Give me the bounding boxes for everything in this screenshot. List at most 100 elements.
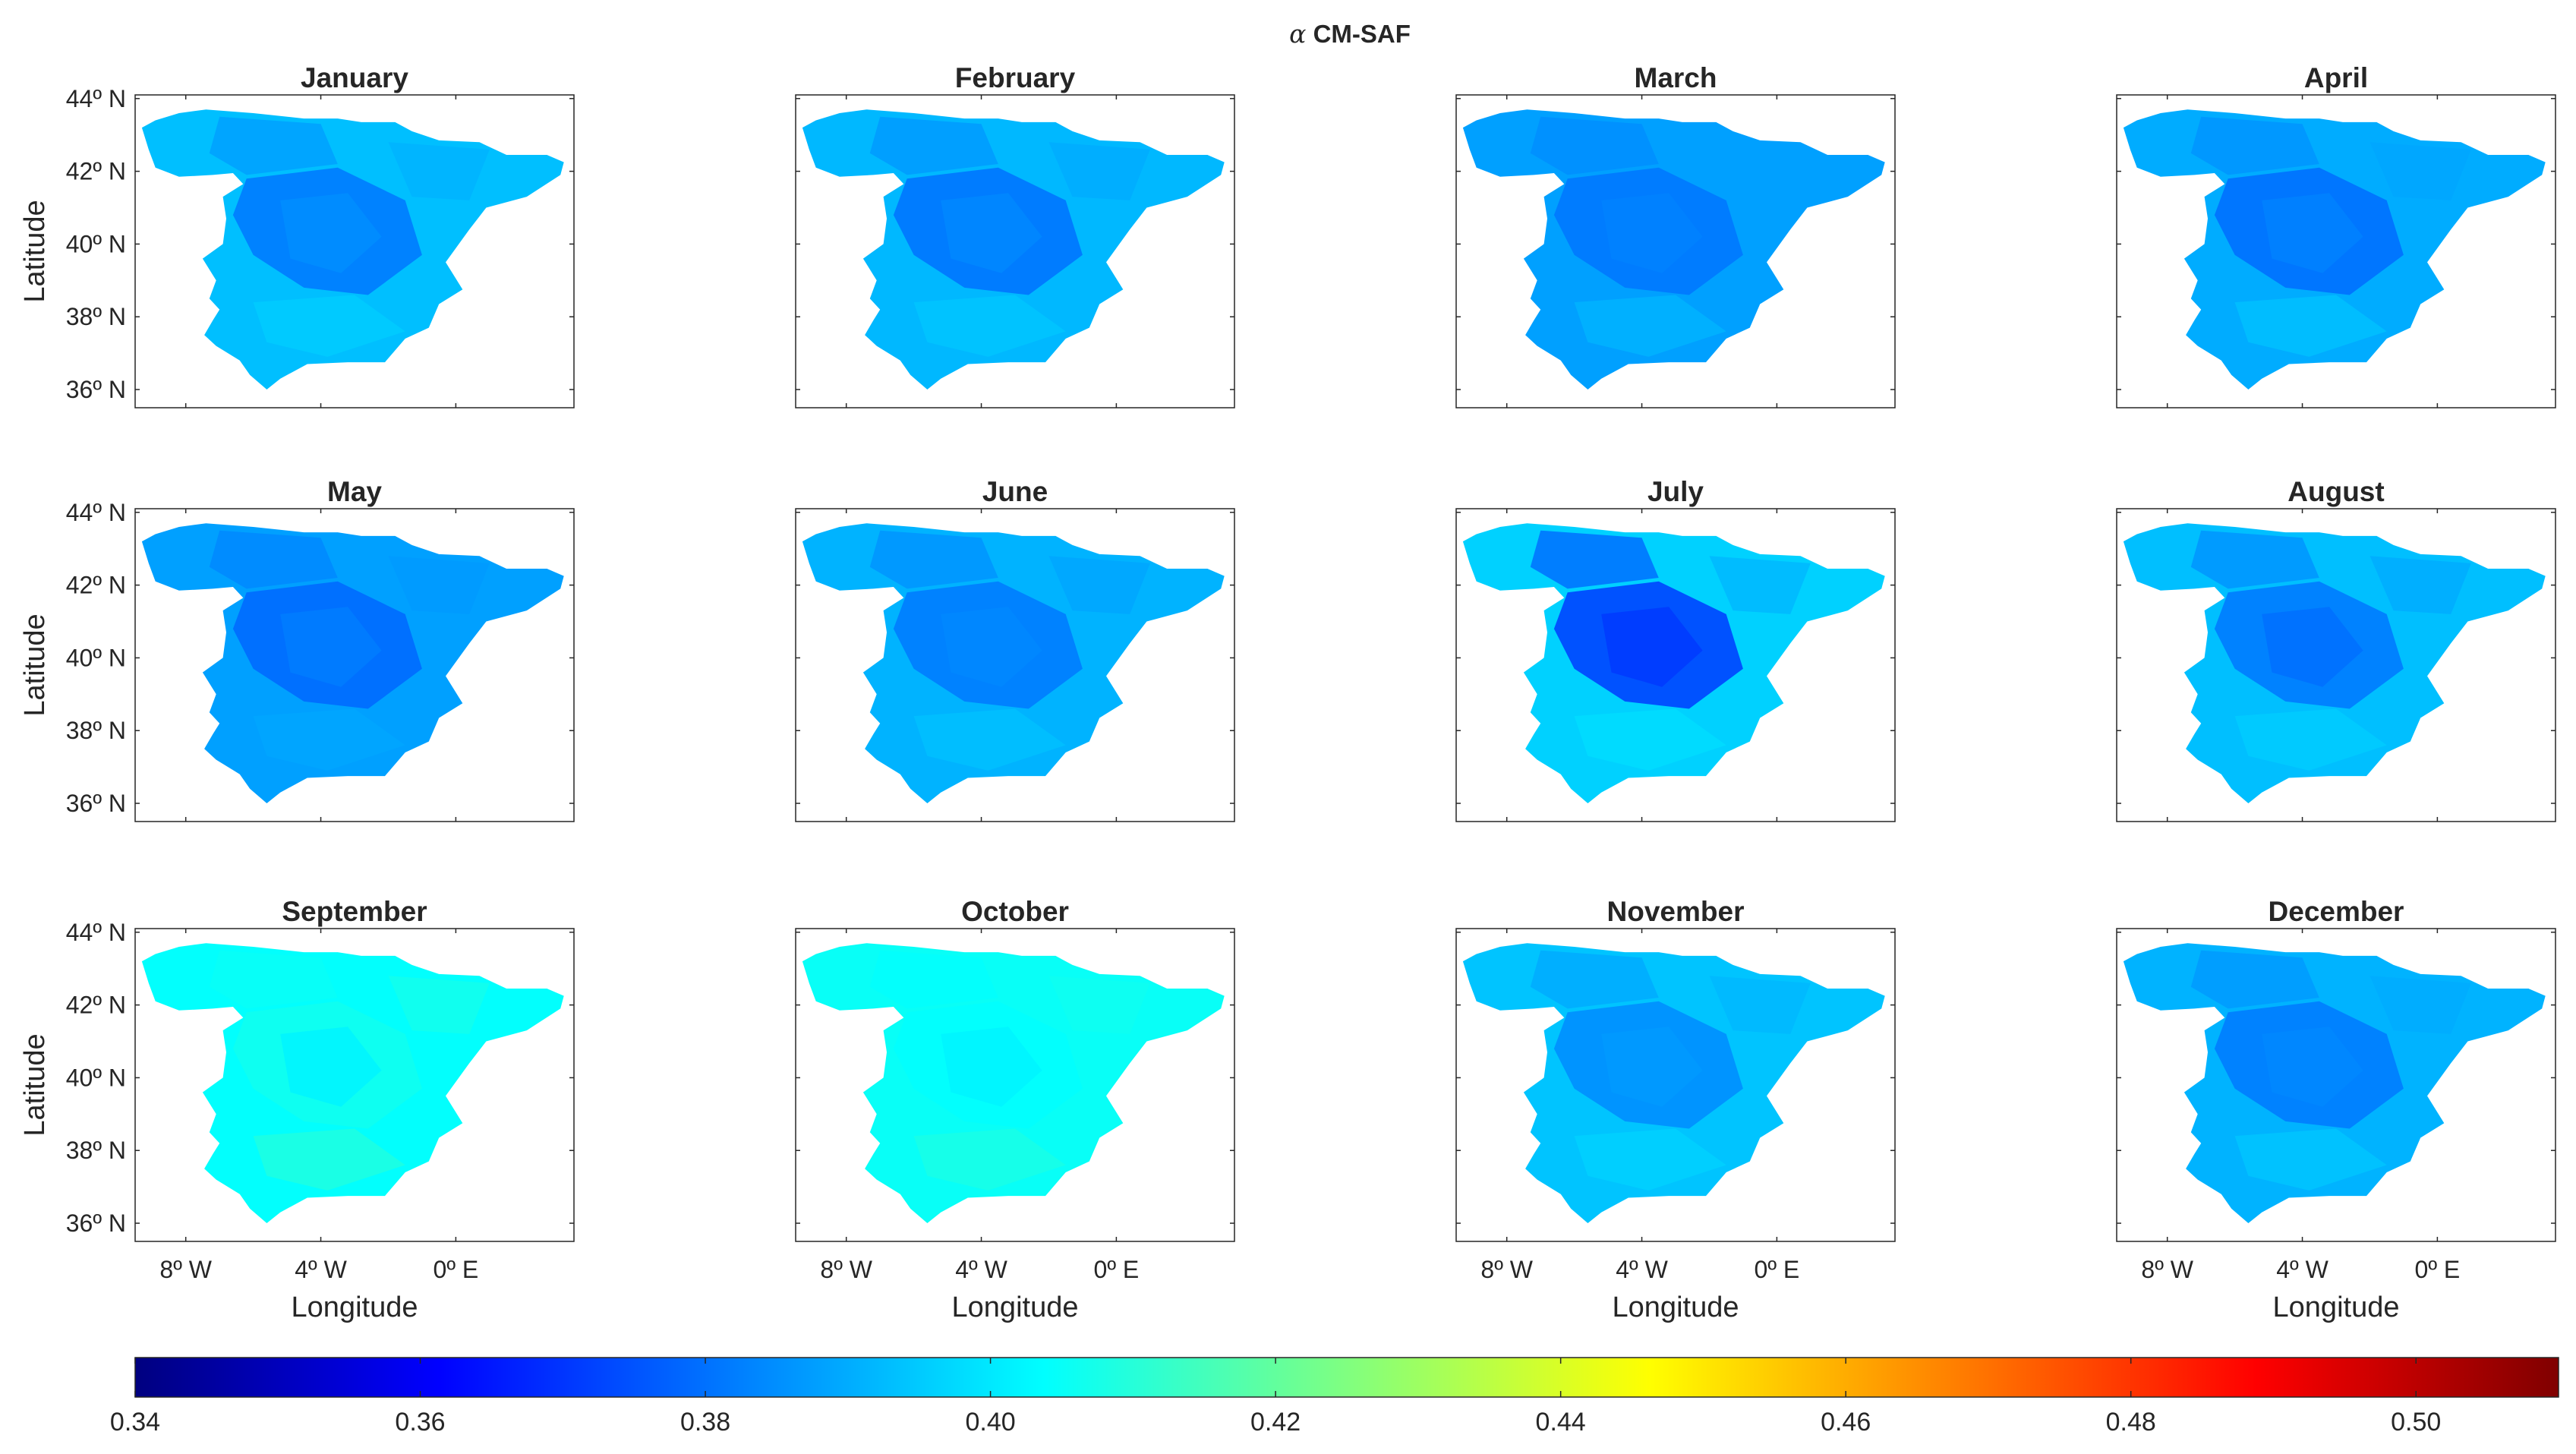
map-panel-march: March	[1455, 62, 1896, 408]
region-zone	[280, 607, 382, 687]
y-tick-label: 36º N	[66, 790, 126, 817]
region-zone	[1530, 530, 1659, 589]
colorbar-tick-label: 0.44	[1536, 1408, 1586, 1437]
map-panel-september: September 36º N 38º N 40º N 42º N 44º N Latitu…	[19, 896, 575, 1323]
region-zone	[1048, 976, 1150, 1034]
colorbar-tick-label: 0.46	[1821, 1408, 1871, 1437]
y-axis-label: Latitude	[19, 613, 51, 716]
region-zone	[2262, 607, 2363, 687]
panel-title: November	[1607, 896, 1745, 927]
x-axis-label: Longitude	[952, 1292, 1079, 1323]
region-zone	[1048, 556, 1150, 614]
region-zone	[253, 708, 405, 771]
region-zone	[869, 950, 998, 1009]
x-tick-label: 8º W	[159, 1256, 212, 1283]
map-panels: January 36º N 38º N 40º N 42º N 44º N Latitude…	[19, 62, 2556, 1323]
region-zone	[209, 116, 338, 175]
x-tick-label: 4º W	[1616, 1256, 1668, 1283]
region-zone	[2190, 530, 2319, 589]
y-tick-label: 44º N	[66, 919, 126, 946]
y-tick-label: 38º N	[66, 1137, 126, 1164]
figure-title-text: CM-SAF	[1313, 20, 1411, 48]
y-tick-label: 44º N	[66, 499, 126, 526]
x-tick-label: 4º W	[955, 1256, 1007, 1283]
map-panel-january: January 36º N 38º N 40º N 42º N 44º N Latitude	[19, 62, 575, 408]
region-zone	[1574, 1128, 1726, 1191]
panel-title: July	[1647, 476, 1704, 507]
region-zone	[1709, 976, 1811, 1034]
region-zone	[253, 295, 405, 357]
map-panel-november: November 8º W 4º W 0º E Longitude	[1455, 896, 1896, 1323]
x-tick-label: 4º W	[2276, 1256, 2328, 1283]
region-zone	[2234, 708, 2387, 771]
panel-title: August	[2288, 476, 2384, 507]
x-tick-label: 8º W	[2141, 1256, 2193, 1283]
colorbar-tick-label: 0.40	[965, 1408, 1015, 1437]
panel-title: January	[301, 62, 408, 93]
x-tick-label: 0º E	[2415, 1256, 2461, 1283]
region-zone	[2369, 976, 2471, 1034]
y-tick-label: 36º N	[66, 376, 126, 403]
map-panel-february: February	[795, 62, 1235, 408]
y-tick-label: 40º N	[66, 644, 126, 671]
region-zone	[2262, 193, 2363, 273]
panel-title: March	[1635, 62, 1717, 93]
region-zone	[209, 530, 338, 589]
panel-title: October	[961, 896, 1069, 927]
panel-title: February	[955, 62, 1076, 93]
region-zone	[1709, 142, 1811, 200]
region-zone	[1574, 295, 1726, 357]
region-zone	[941, 193, 1042, 273]
y-tick-label: 36º N	[66, 1210, 126, 1237]
x-tick-label: 0º E	[1094, 1256, 1140, 1283]
alpha-symbol: α	[1289, 19, 1306, 49]
y-tick-label: 38º N	[66, 303, 126, 330]
region-zone	[280, 1027, 382, 1107]
colorbar-tick-label: 0.48	[2106, 1408, 2156, 1437]
y-axis-label: Latitude	[19, 1033, 51, 1136]
panel-title: September	[282, 896, 427, 927]
panel-title: December	[2269, 896, 2404, 927]
region-zone	[2369, 142, 2471, 200]
figure-title: α CM-SAF	[1289, 19, 1411, 49]
map-panel-july: July	[1455, 476, 1896, 822]
map-panel-october: October 8º W 4º W 0º E Longitude	[795, 896, 1235, 1323]
region-zone	[1574, 708, 1726, 771]
region-zone	[1530, 950, 1659, 1009]
y-axis-label: Latitude	[19, 200, 51, 302]
y-tick-label: 38º N	[66, 717, 126, 744]
colorbar-tick-label: 0.42	[1250, 1408, 1301, 1437]
region-zone	[941, 607, 1042, 687]
x-axis-label: Longitude	[1613, 1292, 1739, 1323]
region-zone	[2190, 116, 2319, 175]
region-zone	[913, 708, 1066, 771]
panel-title: April	[2304, 62, 2368, 93]
y-tick-label: 40º N	[66, 230, 126, 257]
colorbar-tick-label: 0.50	[2391, 1408, 2441, 1437]
region-zone	[2369, 556, 2471, 614]
region-zone	[388, 976, 490, 1034]
region-zone	[2190, 950, 2319, 1009]
colorbar: 0.34 0.36 0.38 0.40 0.42 0.44 0.46 0.48 0.50	[110, 1357, 2559, 1437]
map-panel-april: April	[2116, 62, 2556, 408]
map-panel-may: May 36º N 38º N 40º N 42º N 44º N Latitude	[19, 476, 575, 822]
panel-title: June	[982, 476, 1048, 507]
region-zone	[869, 530, 998, 589]
region-zone	[388, 556, 490, 614]
region-zone	[869, 116, 998, 175]
region-zone	[1601, 607, 1703, 687]
region-zone	[280, 193, 382, 273]
region-zone	[941, 1027, 1042, 1107]
region-zone	[2262, 1027, 2363, 1107]
region-zone	[913, 295, 1066, 357]
region-zone	[1048, 142, 1150, 200]
region-zone	[388, 142, 490, 200]
y-tick-label: 42º N	[66, 158, 126, 185]
x-tick-label: 8º W	[820, 1256, 872, 1283]
region-zone	[913, 1128, 1066, 1191]
region-zone	[1530, 116, 1659, 175]
region-zone	[1601, 1027, 1703, 1107]
x-axis-label: Longitude	[292, 1292, 418, 1323]
colorbar-tick-label: 0.34	[110, 1408, 160, 1437]
